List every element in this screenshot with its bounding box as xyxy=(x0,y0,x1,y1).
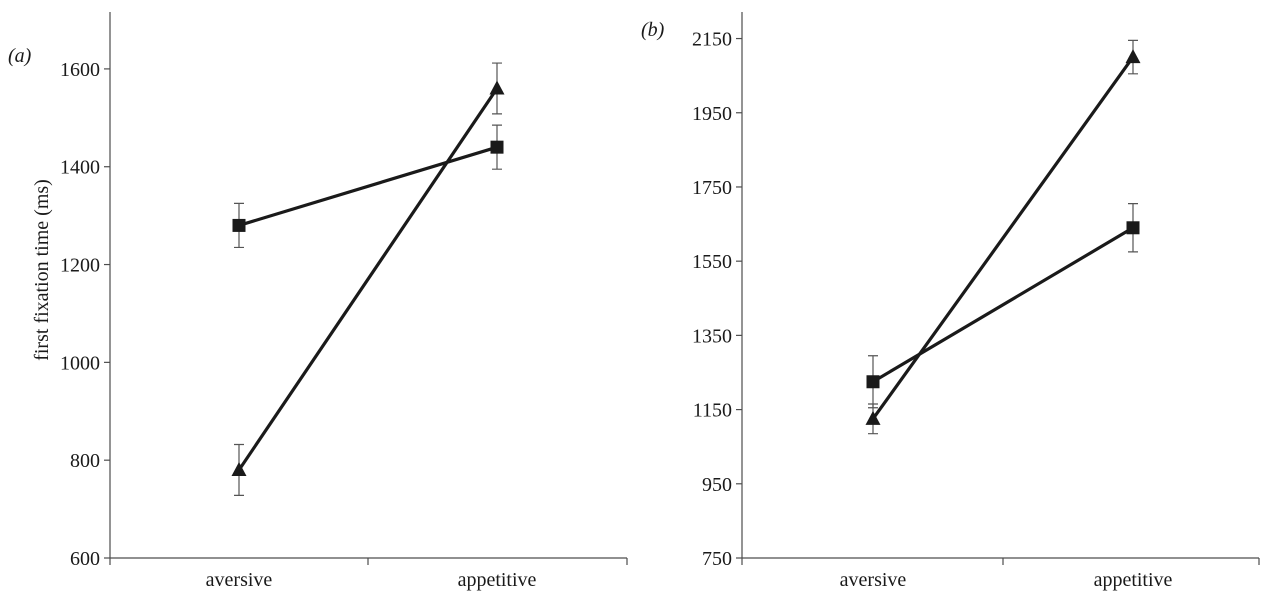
panel-b-y-tick-label: 950 xyxy=(702,474,732,496)
panel-b-y-tick-label: 1950 xyxy=(692,103,732,125)
panel-b-series-square-point xyxy=(1126,221,1140,235)
panel-b-series-square-point xyxy=(866,375,880,389)
panel-a: 600 800 1000 1200 1400 1600 aversive appetitive… xyxy=(8,12,628,591)
panel-b-y-tick-label: 750 xyxy=(702,548,732,570)
panel-a-x-tick-label: appetitive xyxy=(458,569,537,591)
panel-a-y-tick-label: 1400 xyxy=(60,157,100,179)
panel-a-series-triangle-line xyxy=(237,87,499,471)
panel-b-x-tick-label: appetitive xyxy=(1094,569,1173,591)
panel-a-y-tick-label: 1600 xyxy=(60,59,100,81)
panel-b-y-tick-label: 2150 xyxy=(692,29,732,51)
panel-a-y-tick-label: 1000 xyxy=(60,352,100,374)
panel-b-series-square-line xyxy=(872,226,1134,384)
panel-b-series-triangle-point xyxy=(865,410,881,425)
panel-b-y-tick-label: 1750 xyxy=(692,177,732,199)
panel-b-y-tick-label: 1550 xyxy=(692,251,732,273)
panel-b-label: (b) xyxy=(641,19,665,41)
panel-a-series-triangle-point xyxy=(489,80,505,95)
panel-a-y-tick-label: 1200 xyxy=(60,255,100,277)
panel-a-series-square-point xyxy=(232,218,246,232)
panel-a-y-tick-label: 600 xyxy=(70,548,100,570)
panel-b: 750 950 1150 1350 1550 1750 1950 2150 aversive ap… xyxy=(641,12,1260,591)
panel-a-series-square-line xyxy=(238,145,498,227)
panel-b-y-tick-label: 1350 xyxy=(692,325,732,347)
panel-a-y-tick-label: 800 xyxy=(70,450,100,472)
panel-b-x-tick-label: aversive xyxy=(840,569,907,591)
panel-b-y-tick-label: 1150 xyxy=(693,400,732,422)
panel-b-series-triangle-point xyxy=(1125,49,1141,64)
panel-a-series-triangle-point xyxy=(231,461,247,476)
panel-b-series-triangle-line xyxy=(871,56,1135,420)
panel-a-series-square-point xyxy=(490,140,504,154)
panel-a-x-tick-label: aversive xyxy=(206,569,273,591)
panel-a-y-axis-label: first fixation time (ms) xyxy=(31,179,53,361)
panel-a-label: (a) xyxy=(8,45,32,67)
